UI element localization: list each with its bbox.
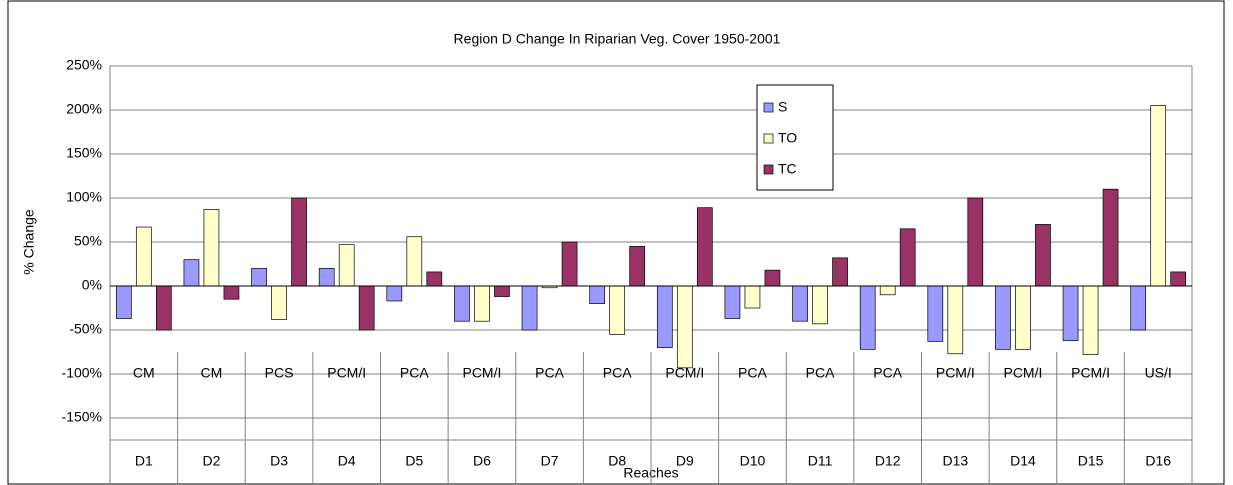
x-tick-label: D7 <box>541 453 559 469</box>
bar <box>318 268 335 287</box>
bar <box>927 285 944 342</box>
y-tick-label: 0% <box>82 277 102 293</box>
x-tick-label: D2 <box>202 453 220 469</box>
bar <box>406 236 423 287</box>
bar <box>1015 285 1031 350</box>
x-tick-label: D6 <box>473 453 491 469</box>
bar <box>358 285 375 331</box>
bar <box>135 226 152 287</box>
x-tick-label: D9 <box>676 453 694 469</box>
bar <box>494 285 510 297</box>
x-tick-label: D10 <box>740 453 766 469</box>
x-sub-label: PCA <box>806 365 835 381</box>
bar <box>967 197 984 287</box>
x-tick-label: D11 <box>808 453 833 469</box>
x-sub-label: PCA <box>738 365 767 381</box>
legend-label: S <box>778 99 787 115</box>
legend-swatch <box>763 102 774 113</box>
bar <box>859 285 876 350</box>
bar <box>764 269 781 287</box>
bar <box>812 285 828 325</box>
bar <box>386 285 403 302</box>
legend-swatch <box>763 164 774 175</box>
y-tick-label: -150% <box>62 409 102 425</box>
x-tick-label: D3 <box>270 453 288 469</box>
y-tick-label: -50% <box>69 321 102 337</box>
bar <box>1150 105 1167 287</box>
x-sub-label: PCM/I <box>1071 365 1110 381</box>
bar <box>1170 271 1187 287</box>
x-sub-label: CM <box>133 365 155 381</box>
x-sub-label: PCM/I <box>665 365 704 381</box>
x-tick-label: D16 <box>1145 453 1171 469</box>
bar <box>744 285 761 309</box>
x-tick-label: D8 <box>608 453 626 469</box>
x-sub-label: PCA <box>603 365 632 381</box>
bar <box>291 197 307 287</box>
bar <box>203 209 220 287</box>
y-tick-label: -100% <box>62 365 102 381</box>
bar <box>1035 224 1051 287</box>
x-sub-label: PCA <box>535 365 564 381</box>
x-sub-label: PCM/I <box>1003 365 1042 381</box>
y-axis-title: % Change <box>21 209 37 275</box>
bar <box>183 259 200 287</box>
bar <box>792 285 808 322</box>
x-sub-label: PCM/I <box>462 365 501 381</box>
bar <box>155 285 172 331</box>
x-tick-label: D14 <box>1010 453 1036 469</box>
bar <box>629 246 646 287</box>
x-sub-label: PCM/I <box>936 365 975 381</box>
bar <box>223 285 240 300</box>
bar <box>589 285 606 304</box>
x-tick-label: D1 <box>135 453 153 469</box>
chart-title: Region D Change In Riparian Veg. Cover 1… <box>454 31 781 47</box>
x-sub-label: CM <box>201 365 223 381</box>
bar <box>879 285 896 296</box>
bar <box>521 285 538 331</box>
bar <box>899 228 916 287</box>
x-tick-label: D5 <box>405 453 423 469</box>
x-tick-label: D15 <box>1078 453 1104 469</box>
x-tick-label: D13 <box>942 453 968 469</box>
bar <box>1130 285 1147 331</box>
bar <box>271 285 287 320</box>
bar <box>474 285 490 322</box>
bar <box>1062 285 1079 341</box>
legend-label: TC <box>778 161 797 177</box>
bar <box>1082 285 1099 355</box>
bar <box>995 285 1011 350</box>
bar <box>561 241 578 287</box>
legend-swatch <box>763 133 774 144</box>
y-tick-label: 250% <box>66 57 102 73</box>
x-tick-label: D4 <box>338 453 356 469</box>
bar <box>656 285 673 348</box>
bar <box>426 271 443 287</box>
bar <box>115 285 132 319</box>
bar <box>724 285 741 319</box>
bar <box>251 268 267 287</box>
bar <box>338 244 355 287</box>
bar <box>676 285 693 369</box>
x-sub-label: PCM/I <box>327 365 366 381</box>
x-sub-label: PCA <box>873 365 902 381</box>
bar <box>454 285 470 322</box>
x-tick-label: D12 <box>875 453 901 469</box>
bar <box>832 257 848 287</box>
legend-label: TO <box>778 130 797 146</box>
y-tick-label: 150% <box>66 145 102 161</box>
bar <box>696 207 713 287</box>
bar <box>947 285 964 355</box>
x-sub-label: PCA <box>400 365 429 381</box>
y-tick-label: 50% <box>74 233 102 249</box>
x-sub-label: US/I <box>1145 365 1172 381</box>
x-sub-label: PCS <box>265 365 294 381</box>
bar <box>609 285 626 335</box>
bar <box>1102 188 1119 287</box>
y-tick-label: 200% <box>66 101 102 117</box>
y-tick-label: 100% <box>66 189 102 205</box>
